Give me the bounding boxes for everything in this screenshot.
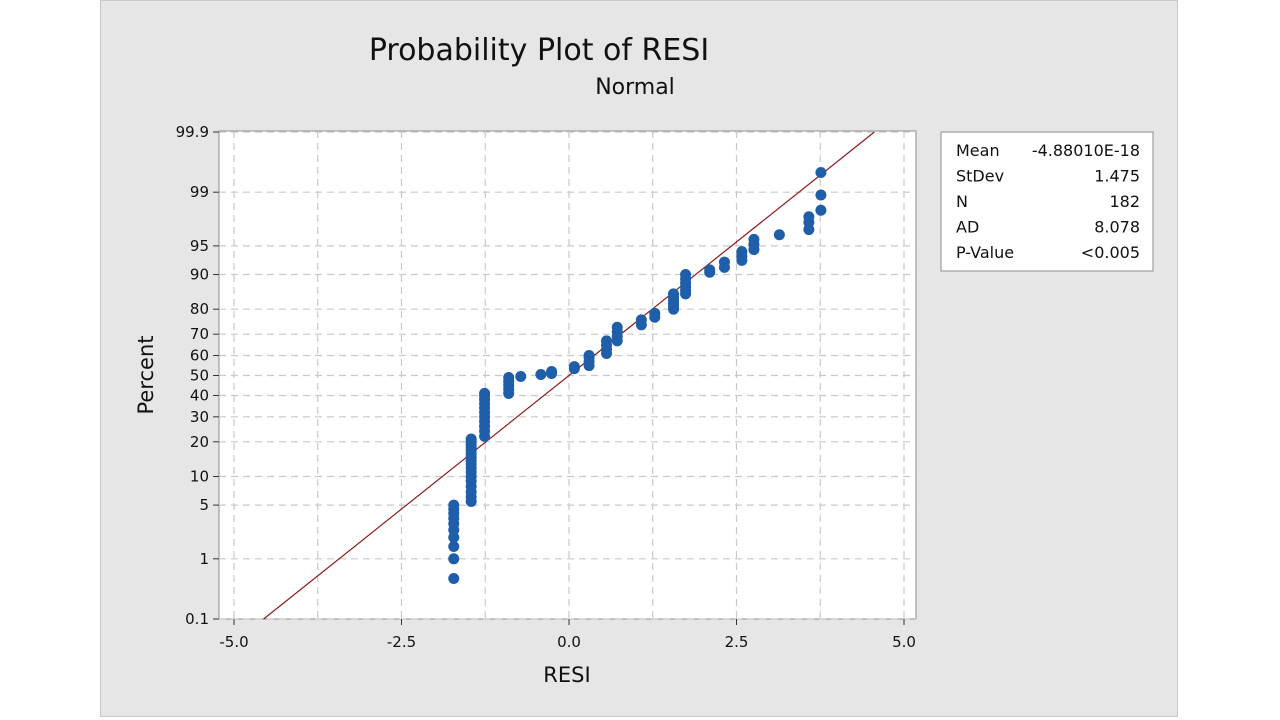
stat-value: <0.005 xyxy=(1081,243,1140,262)
data-point xyxy=(535,369,547,381)
fit-line-group xyxy=(263,131,875,620)
stat-value: -4.88010E-18 xyxy=(1032,141,1140,160)
stat-value: 1.475 xyxy=(1094,167,1140,186)
data-point xyxy=(718,256,730,268)
fit-line xyxy=(263,131,875,620)
chart-title: Probability Plot of RESI xyxy=(369,33,709,68)
y-tick-label: 95 xyxy=(190,237,209,255)
data-point xyxy=(649,307,661,319)
probability-plot: Probability Plot of RESI Normal -5.0 -2.5… xyxy=(134,33,1154,687)
y-tick-label: 70 xyxy=(190,325,209,343)
figure-background: Probability Plot of RESI Normal -5.0 -2.5… xyxy=(100,0,1178,717)
y-tick-label: 99.9 xyxy=(176,123,209,141)
y-tick-label: 50 xyxy=(190,367,209,385)
stat-name: N xyxy=(956,192,968,211)
data-points xyxy=(448,167,827,584)
chart-subtitle: Normal xyxy=(595,75,675,100)
y-tick-label: 10 xyxy=(190,467,209,485)
data-point xyxy=(773,229,785,241)
y-tick-label: 5 xyxy=(199,496,209,514)
data-point xyxy=(601,335,613,347)
data-point xyxy=(736,246,748,258)
data-point xyxy=(448,540,460,552)
data-point xyxy=(815,189,827,201)
data-point xyxy=(815,204,827,216)
data-point xyxy=(635,314,647,326)
grid-lines xyxy=(219,131,916,620)
y-tick-label: 90 xyxy=(190,266,209,284)
data-point xyxy=(815,167,827,179)
y-tick-label: 30 xyxy=(190,408,209,426)
y-tick-label: 20 xyxy=(190,433,209,451)
data-point xyxy=(668,288,680,300)
y-tick-label: 40 xyxy=(190,386,209,404)
y-axis-label: Percent xyxy=(134,335,158,414)
y-tick-label: 1 xyxy=(199,550,209,568)
data-point xyxy=(503,371,515,383)
data-point xyxy=(704,264,716,276)
data-point xyxy=(803,211,815,223)
x-tick-label: 5.0 xyxy=(892,633,916,651)
data-point xyxy=(515,370,527,382)
data-point xyxy=(479,387,491,399)
data-point xyxy=(465,433,477,445)
data-point xyxy=(448,572,460,584)
x-tick-label: 2.5 xyxy=(725,633,749,651)
data-point xyxy=(448,499,460,511)
stat-name: P-Value xyxy=(956,243,1014,262)
stats-box-frame xyxy=(940,131,1154,272)
data-point xyxy=(546,366,558,378)
y-tick-label: 99 xyxy=(190,183,209,201)
data-point xyxy=(583,350,595,362)
stat-value: 182 xyxy=(1109,192,1140,211)
data-point xyxy=(568,361,580,373)
y-tick-label: 0.1 xyxy=(185,610,209,628)
data-point xyxy=(448,553,460,565)
stats-box: Mean -4.88010E-18 StDev 1.475 N 182 AD 8.078 P-V… xyxy=(940,131,1154,272)
y-tick-label: 60 xyxy=(190,347,209,365)
x-tick-label: -2.5 xyxy=(387,633,416,651)
y-tick-label: 80 xyxy=(190,300,209,318)
x-axis-label: RESI xyxy=(543,663,590,687)
stat-value: 8.078 xyxy=(1094,218,1140,237)
stat-name: StDev xyxy=(956,167,1004,186)
data-point xyxy=(748,233,760,245)
stat-name: AD xyxy=(956,218,979,237)
data-point xyxy=(680,269,692,281)
data-point xyxy=(611,321,623,333)
x-tick-label: 0.0 xyxy=(557,633,581,651)
x-ticks: -5.0 -2.5 0.0 2.5 5.0 xyxy=(219,619,916,651)
stat-name: Mean xyxy=(956,141,1000,160)
x-tick-label: -5.0 xyxy=(219,633,248,651)
